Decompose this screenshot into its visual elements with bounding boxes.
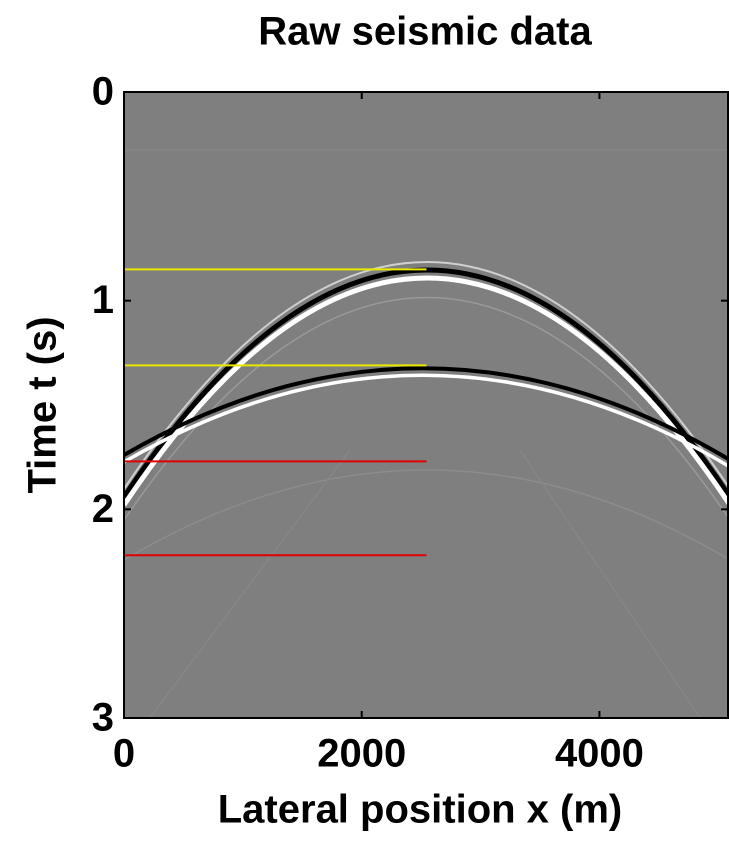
- x-axis-label: Lateral position x (m): [218, 788, 623, 832]
- y-tick-label: 0: [92, 70, 114, 114]
- x-tick-label: 2000: [317, 732, 406, 776]
- event-halo: [124, 261, 729, 490]
- chart-title: Raw seismic data: [258, 10, 592, 54]
- axes-frame: [123, 91, 729, 719]
- y-tick-label: 1: [92, 278, 114, 322]
- event-faint: [149, 449, 351, 718]
- seismic-events: [124, 149, 729, 718]
- event-faint: [519, 449, 701, 718]
- x-tick-label: 0: [113, 732, 135, 776]
- y-axis-label: Time t (s): [21, 316, 65, 493]
- event-white: [124, 373, 729, 469]
- event-faint: [124, 469, 729, 561]
- event-white: [124, 275, 729, 507]
- y-tick-label: 2: [92, 487, 114, 531]
- event-black: [124, 366, 729, 462]
- y-tick-label: 3: [92, 696, 114, 740]
- event-black: [124, 267, 729, 499]
- x-tick-label: 4000: [555, 732, 644, 776]
